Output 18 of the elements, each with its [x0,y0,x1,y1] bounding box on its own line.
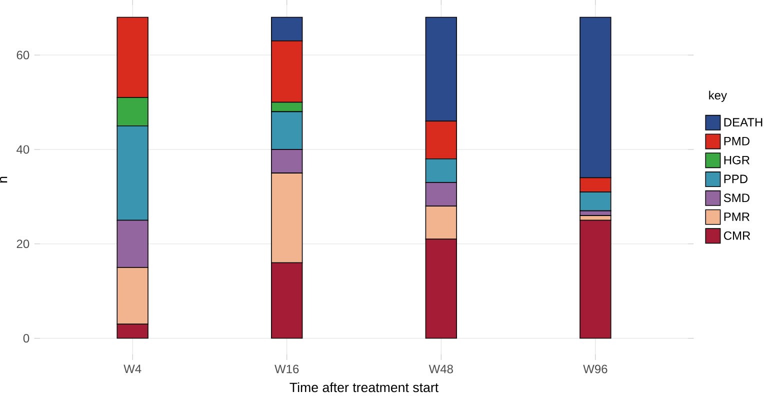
y-tick-label: 0 [23,334,30,343]
x-tick-label: W48 [428,364,453,374]
legend-label: HGR [724,156,750,164]
x-axis-title: Time after treatment start [290,382,438,392]
legend-label: CMR [724,231,750,240]
y-tick-label: 60 [16,50,30,60]
x-tick-label: W4 [124,364,142,373]
x-tick-label: W96 [583,364,608,374]
legend-label: SMD [724,194,750,202]
legend-title: key [709,90,727,102]
y-axis-title: n [0,176,8,182]
y-tick-label: 20 [16,240,30,248]
legend-label: PMR [724,212,750,221]
x-tick-label: W16 [274,364,299,374]
legend-label: PMD [724,137,750,146]
legend-label: PPD [724,174,748,184]
legend-label: DEATH [724,118,762,126]
y-tick-label: 40 [16,145,30,154]
